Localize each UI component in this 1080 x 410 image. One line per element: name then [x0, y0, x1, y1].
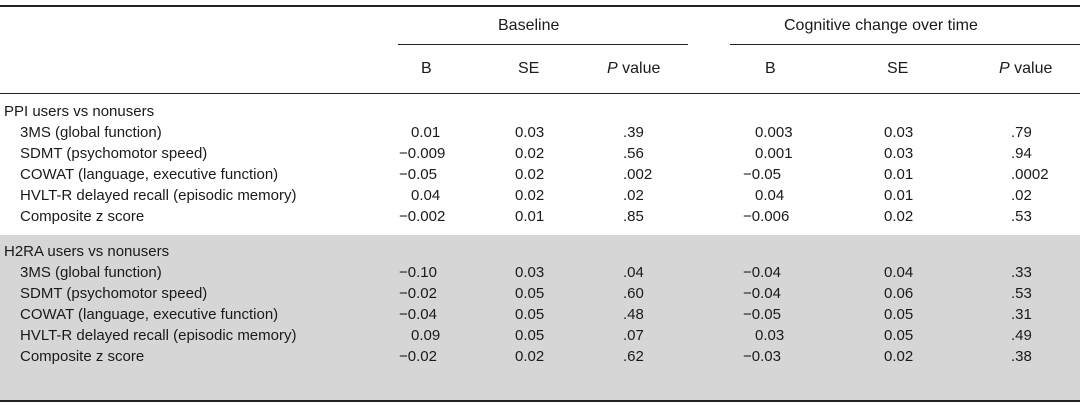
col-header-text: SE	[518, 60, 540, 77]
cell-p-change: .38	[1011, 348, 1032, 365]
row-label: COWAT (language, executive function)	[20, 166, 279, 183]
cell-p-change: .33	[1011, 264, 1032, 281]
baseline-underline	[398, 44, 688, 45]
cell-p-change: .49	[1011, 327, 1032, 344]
cell-b-change: 0.003	[755, 124, 793, 141]
cell-se-baseline: 0.02	[515, 187, 545, 204]
row-label: SDMT (psychomotor speed)	[20, 285, 208, 302]
header-rule	[0, 93, 1080, 94]
col-header-pvalue-baseline: P value	[607, 59, 660, 79]
col-header-se-baseline: SE	[518, 59, 539, 79]
cell-se-baseline: 0.02	[515, 166, 545, 183]
cell-b-change: 0.04	[755, 187, 785, 204]
section-title-h2ra: H2RA users vs nonusers	[4, 243, 170, 260]
col-header-text: P	[999, 60, 1010, 77]
top-rule	[0, 5, 1080, 7]
cell-se-change: 0.01	[884, 187, 914, 204]
cell-b-change: −0.04	[743, 264, 781, 281]
cell-b-baseline: −0.05	[399, 166, 437, 183]
cell-b-baseline: −0.002	[399, 208, 446, 225]
change-underline	[730, 44, 1080, 45]
bottom-rule	[0, 400, 1080, 402]
cell-p-baseline: .04	[623, 264, 644, 281]
row-label: Composite z score	[20, 208, 145, 225]
cell-se-baseline: 0.01	[515, 208, 545, 225]
cell-b-change: −0.03	[743, 348, 781, 365]
cell-se-baseline: 0.03	[515, 124, 545, 141]
cell-se-baseline: 0.05	[515, 327, 545, 344]
group-header-change: Cognitive change over time	[784, 17, 978, 34]
cell-p-baseline: .85	[623, 208, 644, 225]
cell-b-baseline: −0.02	[399, 348, 437, 365]
section-shading	[0, 235, 1080, 400]
cell-se-change: 0.03	[884, 145, 914, 162]
cell-se-change: 0.05	[884, 327, 914, 344]
cell-b-baseline: −0.009	[399, 145, 446, 162]
cell-p-change: .31	[1011, 306, 1032, 323]
col-header-pvalue-change: P value	[999, 59, 1052, 79]
cell-p-change: .53	[1011, 208, 1032, 225]
cell-p-change: .53	[1011, 285, 1032, 302]
cell-b-change: −0.04	[743, 285, 781, 302]
col-header-b-change: B	[765, 59, 776, 79]
cell-se-change: 0.02	[884, 208, 914, 225]
cell-se-baseline: 0.03	[515, 264, 545, 281]
cell-b-change: −0.05	[743, 166, 781, 183]
cell-b-change: 0.03	[755, 327, 785, 344]
cell-b-baseline: 0.04	[411, 187, 441, 204]
cell-se-change: 0.06	[884, 285, 914, 302]
col-header-text: P	[607, 60, 618, 77]
group-header-baseline: Baseline	[498, 17, 560, 34]
row-label: Composite z score	[20, 348, 145, 365]
col-header-b-baseline: B	[421, 59, 432, 79]
cell-b-baseline: 0.01	[411, 124, 441, 141]
section-title-ppi: PPI users vs nonusers	[4, 103, 155, 120]
col-header-text: SE	[887, 60, 909, 77]
cell-se-baseline: 0.02	[515, 348, 545, 365]
cell-b-baseline: −0.10	[399, 264, 437, 281]
row-label: SDMT (psychomotor speed)	[20, 145, 208, 162]
row-label: COWAT (language, executive function)	[20, 306, 279, 323]
col-header-suffix: value	[1009, 60, 1053, 77]
col-header-se-change: SE	[887, 59, 908, 79]
cell-p-baseline: .07	[623, 327, 644, 344]
cell-p-baseline: .56	[623, 145, 644, 162]
row-label: HVLT-R delayed recall (episodic memory)	[20, 327, 297, 344]
cell-se-change: 0.01	[884, 166, 914, 183]
col-header-suffix: value	[617, 60, 661, 77]
row-label: HVLT-R delayed recall (episodic memory)	[20, 187, 297, 204]
cell-b-baseline: 0.09	[411, 327, 441, 344]
cell-p-baseline: .002	[623, 166, 653, 183]
col-header-text: B	[765, 60, 776, 77]
cell-p-change: .0002	[1011, 166, 1049, 183]
cell-p-change: .94	[1011, 145, 1032, 162]
cell-p-baseline: .62	[623, 348, 644, 365]
cell-se-change: 0.04	[884, 264, 914, 281]
cell-p-baseline: .48	[623, 306, 644, 323]
cell-p-baseline: .02	[623, 187, 644, 204]
cell-se-baseline: 0.05	[515, 285, 545, 302]
cell-b-change: 0.001	[755, 145, 793, 162]
row-label: 3MS (global function)	[20, 264, 162, 281]
cell-se-change: 0.05	[884, 306, 914, 323]
cell-se-change: 0.02	[884, 348, 914, 365]
row-label: 3MS (global function)	[20, 124, 162, 141]
cell-p-baseline: .39	[623, 124, 644, 141]
cell-b-baseline: −0.02	[399, 285, 437, 302]
cell-p-change: .02	[1011, 187, 1032, 204]
cell-b-change: −0.006	[743, 208, 790, 225]
cell-se-baseline: 0.02	[515, 145, 545, 162]
cell-se-change: 0.03	[884, 124, 914, 141]
cell-b-baseline: −0.04	[399, 306, 437, 323]
cell-p-change: .79	[1011, 124, 1032, 141]
col-header-text: B	[421, 60, 432, 77]
cell-se-baseline: 0.05	[515, 306, 545, 323]
cell-p-baseline: .60	[623, 285, 644, 302]
cell-b-change: −0.05	[743, 306, 781, 323]
